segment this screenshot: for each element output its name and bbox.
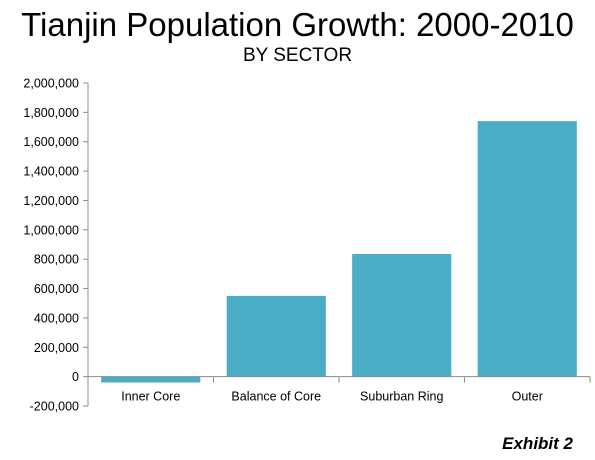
x-tick-label: Suburban Ring [360,390,443,404]
x-tick-label: Balance of Core [231,390,321,404]
x-tick-labels: Inner Core Balance of Core Suburban Ring Ou… [121,390,543,404]
y-tick-label: 1,000,000 [23,223,79,237]
y-tick-label: 1,200,000 [23,194,79,208]
y-tick-label: 1,600,000 [23,135,79,149]
y-tick-label: 600,000 [34,282,79,296]
bar-balance-of-core [226,295,326,377]
y-tick-label: -200,000 [30,400,79,414]
bars-group [101,121,577,383]
y-tick-label: 200,000 [34,341,79,355]
x-tick-label: Outer [512,390,543,404]
y-tick-label: 2,000,000 [23,77,79,91]
bar-outer [477,121,577,377]
y-tick-label: 800,000 [34,253,79,267]
y-tick-label: 1,800,000 [23,106,79,120]
y-tick-labels: -200,000 0 200,000 400,000 600,000 800,000 1,0… [23,77,79,414]
exhibit-label: Exhibit 2 [502,434,573,453]
axes-group [83,82,591,407]
y-tick-label: 1,400,000 [23,165,79,179]
bar-inner-core [101,376,201,383]
x-tick-label: Inner Core [121,390,180,404]
bar-suburban-ring [352,254,452,377]
chart-title: Tianjin Population Growth: 2000-2010 [21,6,574,43]
y-tick-label: 400,000 [34,311,79,325]
y-tick-label: 0 [72,370,79,384]
chart-subtitle: BY SECTOR [242,45,353,66]
